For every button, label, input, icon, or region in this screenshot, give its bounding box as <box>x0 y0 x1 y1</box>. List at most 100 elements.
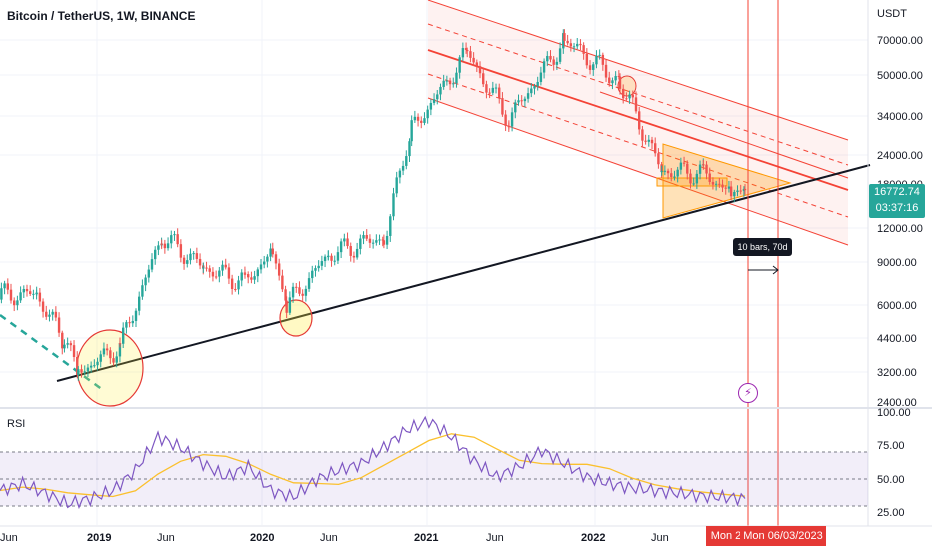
candle-body <box>266 256 269 262</box>
candle-body <box>122 327 125 344</box>
candle-body <box>408 141 411 157</box>
candle-body <box>365 235 368 239</box>
candle-body <box>214 276 218 278</box>
candle-body <box>608 77 611 84</box>
lightning-icon[interactable]: ⚡ <box>738 383 758 403</box>
candle-body <box>628 94 631 99</box>
time-label: Jun <box>486 532 504 544</box>
candle-body <box>16 300 19 306</box>
candle-body <box>439 86 442 95</box>
candle-body <box>314 268 317 271</box>
candle-body <box>478 66 482 74</box>
candle-body <box>371 242 375 244</box>
rsi-panel-label[interactable]: RSI <box>7 418 26 430</box>
candle-body <box>461 48 465 58</box>
candle-body <box>182 257 186 264</box>
candle-body <box>507 126 511 128</box>
candle-body <box>288 297 292 313</box>
candle-body <box>469 51 472 58</box>
candle-body <box>243 273 247 275</box>
grid <box>0 0 868 525</box>
candle-body <box>442 80 445 87</box>
candle-body <box>413 116 417 121</box>
candle-body <box>520 100 523 102</box>
candle-body <box>227 267 231 279</box>
candle-body <box>631 94 634 98</box>
candle-body <box>138 296 141 311</box>
candle-body <box>588 65 592 70</box>
candle-body <box>45 311 48 317</box>
candle-body <box>89 365 93 368</box>
price-tick: 70000.00 <box>877 35 923 47</box>
price-tick: 24000.00 <box>877 150 923 162</box>
candle-body <box>482 73 485 85</box>
candle-body <box>359 238 362 249</box>
candle-body <box>38 292 42 302</box>
orange-box[interactable] <box>656 177 728 187</box>
candle-body <box>563 33 566 41</box>
candle-body <box>105 348 109 351</box>
candle-body <box>676 169 679 177</box>
price-tick: 2400.00 <box>877 397 917 409</box>
candle-body <box>582 45 585 54</box>
candle-body <box>555 61 559 65</box>
time-label: Jun <box>320 532 338 544</box>
time-label: Jun <box>0 532 18 544</box>
candle-body <box>498 87 501 99</box>
candle-body <box>234 289 237 291</box>
candle-body <box>9 289 13 301</box>
candle-body <box>118 343 122 345</box>
candle-body <box>666 170 670 174</box>
candle-body <box>263 261 266 265</box>
time-label: 2021 <box>414 532 438 544</box>
candle-body <box>644 140 647 142</box>
current-price-tag: 16772.74 03:37:16 <box>869 184 925 218</box>
candle-body <box>281 275 284 290</box>
date-marker-label-2: Mon 06/03/2023 <box>740 526 826 546</box>
candle-body <box>382 240 386 245</box>
candle-body <box>93 365 96 367</box>
candle-body <box>641 129 644 141</box>
candle-body <box>141 285 144 297</box>
candle-body <box>601 54 605 65</box>
candle-body <box>259 264 263 270</box>
candle-body <box>523 98 527 102</box>
candle-body <box>339 241 343 253</box>
candle-body <box>410 120 413 142</box>
time-label: 2020 <box>250 532 274 544</box>
candle-body <box>455 72 458 84</box>
candle-body <box>317 265 320 269</box>
price-tick: 34000.00 <box>877 111 923 123</box>
candle-body <box>157 245 160 250</box>
chart-title: Bitcoin / TetherUS, 1W, BINANCE <box>7 9 196 23</box>
candle-body <box>445 80 449 82</box>
candle-body <box>134 310 138 321</box>
candle-body <box>237 280 240 290</box>
price-tick: 12000.00 <box>877 223 923 235</box>
candle-body <box>579 43 582 46</box>
candle-body <box>25 288 29 292</box>
candle-body <box>346 238 349 247</box>
candle-body <box>494 87 498 89</box>
candle-body <box>682 162 686 164</box>
candle-body <box>595 55 598 65</box>
candle-body <box>307 278 311 289</box>
candle-body <box>13 300 16 306</box>
candle-body <box>195 253 199 259</box>
candle-body <box>598 54 601 56</box>
candle-body <box>542 61 546 73</box>
candle-body <box>35 292 38 294</box>
candle-body <box>566 40 569 44</box>
price-tick: 6000.00 <box>877 300 917 312</box>
candle-body <box>466 49 469 52</box>
candle-body <box>63 344 66 349</box>
bar-countdown: 03:37:16 <box>875 202 919 214</box>
candle-body <box>102 348 106 355</box>
candle-body <box>186 260 189 264</box>
candle-body <box>650 139 654 144</box>
candle-body <box>179 244 183 258</box>
green-dashed-trendline[interactable] <box>0 313 104 392</box>
candle-body <box>733 191 736 197</box>
circle-2020-crash[interactable] <box>279 299 313 337</box>
